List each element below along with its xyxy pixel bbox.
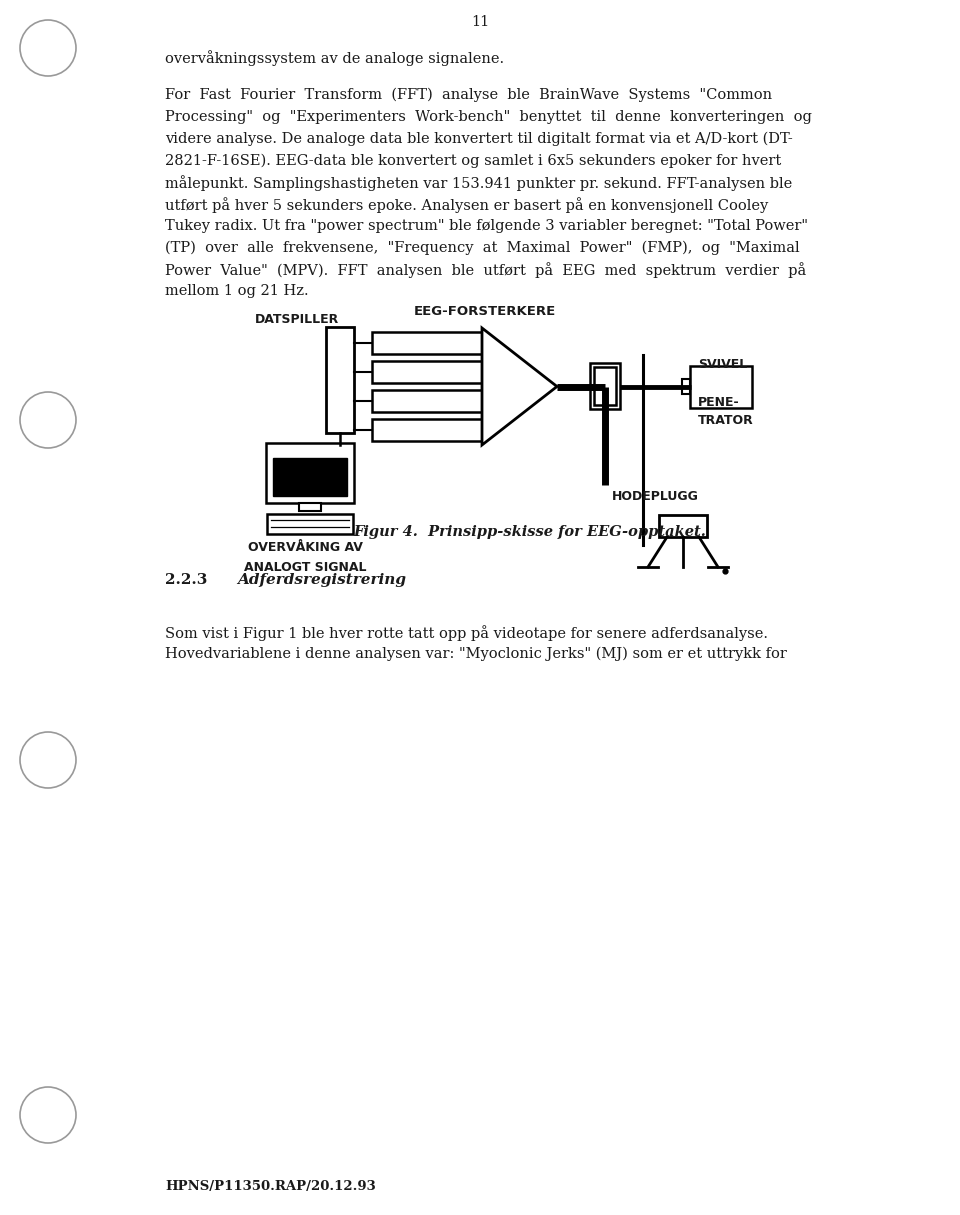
Text: Hovedvariablene i denne analysen var: "Myoclonic Jerks" (MJ) som er et uttrykk f: Hovedvariablene i denne analysen var: "M… [165, 646, 787, 661]
Bar [372, 390, 482, 412]
Text: målepunkt. Samplingshastigheten var 153.941 punkter pr. sekund. FFT-analysen ble: målepunkt. Samplingshastigheten var 153.… [165, 175, 792, 191]
Text: Power  Value"  (MPV).  FFT  analysen  ble  utført  på  EEG  med  spektrum  verdi: Power Value" (MPV). FFT analysen ble utf… [165, 262, 806, 278]
Text: For  Fast  Fourier  Transform  (FFT)  analyse  ble  BrainWave  Systems  "Common: For Fast Fourier Transform (FFT) analyse… [165, 87, 772, 102]
Text: HODEPLUGG: HODEPLUGG [612, 490, 699, 503]
Text: EEG-FORSTERKERE: EEG-FORSTERKERE [414, 305, 556, 318]
Bar [372, 361, 482, 383]
Bar [266, 443, 354, 503]
Bar [326, 327, 354, 433]
Text: ANALOGT SIGNAL: ANALOGT SIGNAL [244, 561, 367, 573]
Text: HPNS/P11350.RAP/20.12.93: HPNS/P11350.RAP/20.12.93 [165, 1180, 375, 1193]
Bar [372, 332, 482, 354]
Text: 11: 11 [470, 15, 490, 29]
Bar [659, 515, 707, 537]
Text: 2821-F-16SE). EEG-data ble konvertert og samlet i 6x5 sekunders epoker for hvert: 2821-F-16SE). EEG-data ble konvertert og… [165, 153, 781, 168]
Bar [273, 458, 347, 496]
Text: (TP)  over  alle  frekvensene,  "Frequency  at  Maximal  Power"  (FMP),  og  "Ma: (TP) over alle frekvensene, "Frequency a… [165, 241, 800, 255]
Text: Figur 4.  Prinsipp-skisse for EEG-opptaket.: Figur 4. Prinsipp-skisse for EEG-opptake… [353, 525, 707, 539]
Bar [267, 514, 353, 535]
Polygon shape [482, 328, 557, 445]
Bar [372, 419, 482, 441]
Text: mellom 1 og 21 Hz.: mellom 1 og 21 Hz. [165, 284, 308, 298]
Text: overvåkningssystem av de analoge signalene.: overvåkningssystem av de analoge signale… [165, 50, 504, 66]
Text: utført på hver 5 sekunders epoke. Analysen er basert på en konvensjonell Cooley: utført på hver 5 sekunders epoke. Analys… [165, 197, 768, 213]
Bar [690, 366, 752, 407]
Text: PENE-: PENE- [698, 396, 739, 409]
Text: TRATOR: TRATOR [698, 414, 754, 428]
Bar [682, 379, 690, 394]
Text: Adferdsregistrering: Adferdsregistrering [237, 573, 406, 587]
Text: OVERVÅKING AV: OVERVÅKING AV [248, 541, 363, 554]
Text: DATSPILLER: DATSPILLER [255, 313, 339, 326]
Text: Som vist i Figur 1 ble hver rotte tatt opp på videotape for senere adferdsanalys: Som vist i Figur 1 ble hver rotte tatt o… [165, 625, 768, 640]
Bar [299, 503, 321, 512]
Text: Tukey radix. Ut fra "power spectrum" ble følgende 3 variabler beregnet: "Total P: Tukey radix. Ut fra "power spectrum" ble… [165, 219, 808, 233]
Bar [590, 363, 620, 409]
Text: 2.2.3: 2.2.3 [165, 573, 207, 587]
Text: SVIVEL: SVIVEL [698, 358, 747, 372]
Text: Processing"  og  "Experimenters  Work-bench"  benyttet  til  denne  konvertering: Processing" og "Experimenters Work-bench… [165, 109, 812, 124]
Text: videre analyse. De analoge data ble konvertert til digitalt format via et A/D-ko: videre analyse. De analoge data ble konv… [165, 131, 793, 146]
Bar [594, 367, 616, 406]
